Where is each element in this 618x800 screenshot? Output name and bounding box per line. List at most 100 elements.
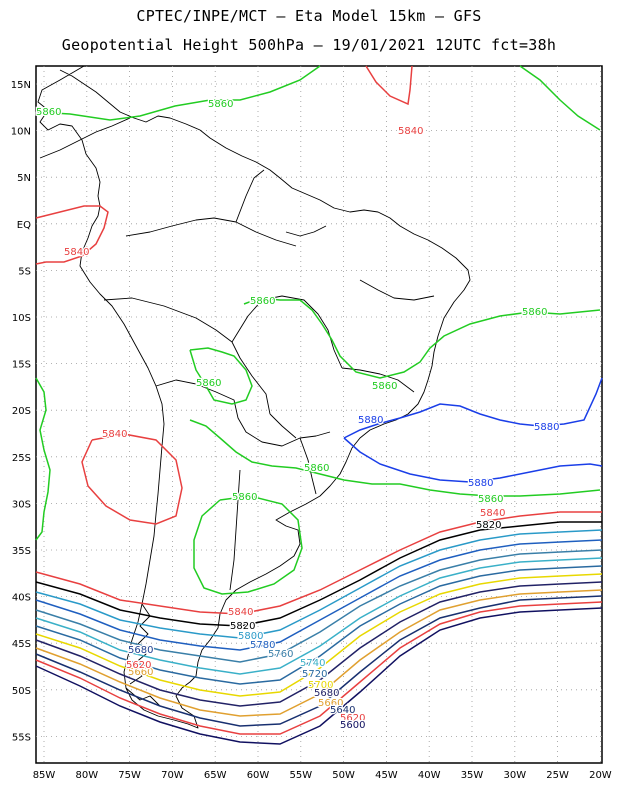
latitude-labels: 15N 10N 5N EQ 5S 10S 15S 20S 25S 30S 35S 40S 45S 50S 5… [11,80,31,743]
contour-label-5820: 5820 [230,621,255,632]
contour-label-5860: 5860 [196,378,221,389]
contour-5860-northeast [519,65,601,131]
contour-5660 [35,589,603,717]
contour-5600 [35,607,603,745]
contour-label-5640: 5640 [330,705,355,716]
contour-5840-pacific [81,433,183,525]
lat-label: 40S [12,593,31,604]
contour-label-5840: 5840 [398,126,423,137]
contour-label-5860: 5860 [36,107,61,118]
lon-label: 80W [75,770,98,781]
contour-label-5860: 5860 [372,381,397,392]
contour-label-5880: 5880 [358,415,383,426]
lat-label: 20S [12,406,31,417]
contour-label-5660: 5660 [318,698,343,709]
contour-label-5800: 5800 [238,631,263,642]
lat-label: 5S [18,266,31,277]
border-uruguay [299,437,317,495]
lon-label: 85W [33,770,56,781]
contour-5860-south [189,419,601,497]
lon-label: 75W [118,770,141,781]
contour-label-5780: 5780 [250,640,275,651]
contour-label-5840: 5840 [64,247,89,258]
contour-label-5600: 5600 [340,720,365,731]
contour-5620 [35,601,603,735]
contour-label-5620: 5620 [126,660,151,671]
contour-label-5860: 5860 [250,296,275,307]
border-venezuela [235,169,265,223]
contour-5780 [35,539,603,651]
contour-5880-lower [343,437,603,483]
contour-5860-argentina [193,495,303,595]
border-peru-bolivia-brazil [103,297,271,415]
lat-label: 15S [12,360,31,371]
contour-label-5720: 5720 [302,669,327,680]
contour-label-5700: 5700 [308,680,333,691]
contour-5760 [35,549,603,663]
contour-5740 [35,557,603,675]
border-chile-argentina [229,469,241,591]
chart-title-line-2: Geopotential Height 500hPa – 19/01/2021 … [61,36,557,54]
contour-5840-north [365,65,413,106]
lat-label: 10N [11,127,31,138]
lon-label: 35W [461,770,484,781]
lat-label: 50S [12,686,31,697]
border-brazil-mato-grosso [231,295,343,369]
lat-label: 35S [12,546,31,557]
border-brazil-states-1 [359,279,435,301]
contour-label-5840: 5840 [228,607,253,618]
contour-label-5860: 5860 [304,463,329,474]
contour-label-5740: 5740 [300,658,325,669]
lon-label: 60W [247,770,270,781]
contour-label-5820: 5820 [476,520,501,531]
lat-label: 15N [11,80,31,91]
contours [35,65,603,745]
contour-5860-bolivia [189,347,253,405]
contour-label-5860: 5860 [478,494,503,505]
contour-label-5880: 5880 [534,422,559,433]
lon-label: 45W [375,770,398,781]
lat-label: 45S [12,639,31,650]
coastline [37,65,471,729]
contour-labels: 5860 5860 5840 5840 5860 5860 5860 5860 5880 5880… [35,98,561,733]
contour-label-5860: 5860 [522,307,547,318]
contour-5880-upper [343,377,603,439]
contour-5840-south [35,511,602,615]
contour-5800 [35,529,603,639]
lat-label: EQ [17,220,31,231]
contour-label-5620: 5620 [340,713,365,724]
contour-5640 [35,595,603,727]
lon-label: 65W [204,770,227,781]
contour-label-5860: 5860 [208,99,233,110]
lat-label: 5N [17,173,31,184]
lat-label: 10S [12,313,31,324]
contour-label-5680: 5680 [128,645,153,656]
lon-label: 40W [418,770,441,781]
contour-5720 [35,565,603,685]
border-colombia-brazil [125,217,297,247]
chart-title-line-1: CPTEC/INPE/MCT – Eta Model 15km – GFS [136,7,482,25]
lat-label: 55S [12,732,31,743]
contour-label-5860: 5860 [232,492,257,503]
contour-5860-north [35,65,321,121]
contour-5700 [35,573,603,697]
contour-label-5840: 5840 [480,508,505,519]
longitude-labels: 85W 80W 75W 70W 65W 60W 55W 50W 45W 40W 35W 30W 25W 2… [33,770,612,781]
lon-label: 50W [332,770,355,781]
south-america-coastline [37,65,471,729]
lon-label: 55W [289,770,312,781]
contour-label-5880: 5880 [468,478,493,489]
contour-5860-pacific [35,377,51,541]
contour-label-5680: 5680 [314,688,339,699]
contour-5680 [35,581,603,707]
lon-label: 20W [589,770,612,781]
contour-label-5660: 5660 [128,667,153,678]
border-paraguay [269,413,297,439]
border-bolivia-paraguay-argentina [155,379,331,447]
central-america-coast [39,117,131,159]
lon-label: 70W [161,770,184,781]
lat-label: 30S [12,499,31,510]
lon-label: 25W [546,770,569,781]
contour-label-5760: 5760 [268,649,293,660]
